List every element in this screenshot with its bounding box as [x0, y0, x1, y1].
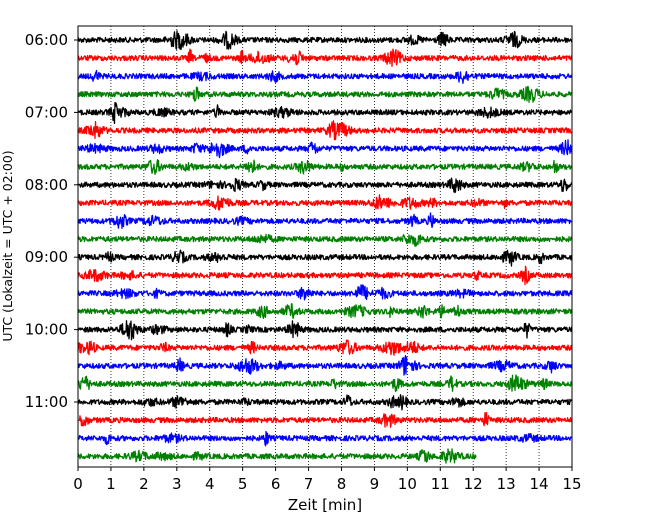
x-tick-label: 14	[530, 475, 549, 493]
trace-1100	[77, 394, 573, 411]
y-tick-label: 08:00	[25, 176, 68, 194]
x-tick-label: 9	[370, 475, 380, 493]
trace-series	[77, 30, 573, 464]
trace-0645	[77, 85, 573, 103]
trace-1130	[77, 430, 573, 447]
x-tick-label: 3	[172, 475, 182, 493]
y-tick-label: 06:00	[25, 31, 68, 49]
trace-0715	[77, 120, 573, 141]
trace-0830	[77, 212, 573, 229]
trace-1045	[77, 374, 573, 392]
trace-0730	[77, 139, 573, 159]
x-tick-label: 13	[497, 475, 516, 493]
x-tick-label: 6	[271, 475, 281, 493]
x-tick-label: 10	[398, 475, 417, 493]
y-axis: 06:00 07:00 08:00 09:00 10:00 11:00	[25, 31, 78, 411]
trace-0745	[77, 159, 573, 175]
y-tick-label: 09:00	[25, 248, 68, 266]
x-tick-label: 2	[139, 475, 149, 493]
y-tick-label: 10:00	[25, 321, 68, 339]
trace-0630	[77, 69, 573, 85]
trace-0600	[77, 30, 573, 51]
trace-0930	[77, 284, 573, 301]
trace-1000	[77, 320, 573, 341]
x-tick-label: 4	[205, 475, 215, 493]
trace-1030	[77, 354, 573, 376]
x-tick-label: 1	[106, 475, 116, 493]
trace-1115	[77, 411, 573, 428]
y-tick-label: 07:00	[25, 103, 68, 121]
trace-0900	[77, 249, 573, 267]
trace-0945	[77, 303, 573, 320]
x-axis: 0 1 2 3 4 5 6 7 8 9 10 11 12 13 14 15	[73, 467, 582, 493]
x-tick-label: 12	[464, 475, 483, 493]
trace-0815	[77, 194, 573, 211]
trace-1015	[77, 339, 573, 356]
y-axis-label: UTC (Lokalzeit = UTC + 02:00)	[0, 150, 15, 341]
trace-0800	[77, 177, 573, 194]
y-tick-label: 11:00	[25, 393, 68, 411]
trace-0915	[77, 265, 573, 286]
x-tick-label: 7	[304, 475, 314, 493]
trace-0615	[77, 48, 573, 67]
trace-0700	[77, 101, 573, 125]
x-tick-label: 15	[562, 475, 581, 493]
x-tick-label: 11	[431, 475, 450, 493]
trace-0845	[77, 233, 573, 247]
x-tick-label: 5	[238, 475, 248, 493]
x-tick-label: 0	[73, 475, 83, 493]
trace-1145	[77, 448, 477, 464]
plot-frame	[77, 25, 573, 468]
x-axis-label: Zeit [min]	[288, 496, 362, 514]
x-tick-label: 8	[337, 475, 347, 493]
